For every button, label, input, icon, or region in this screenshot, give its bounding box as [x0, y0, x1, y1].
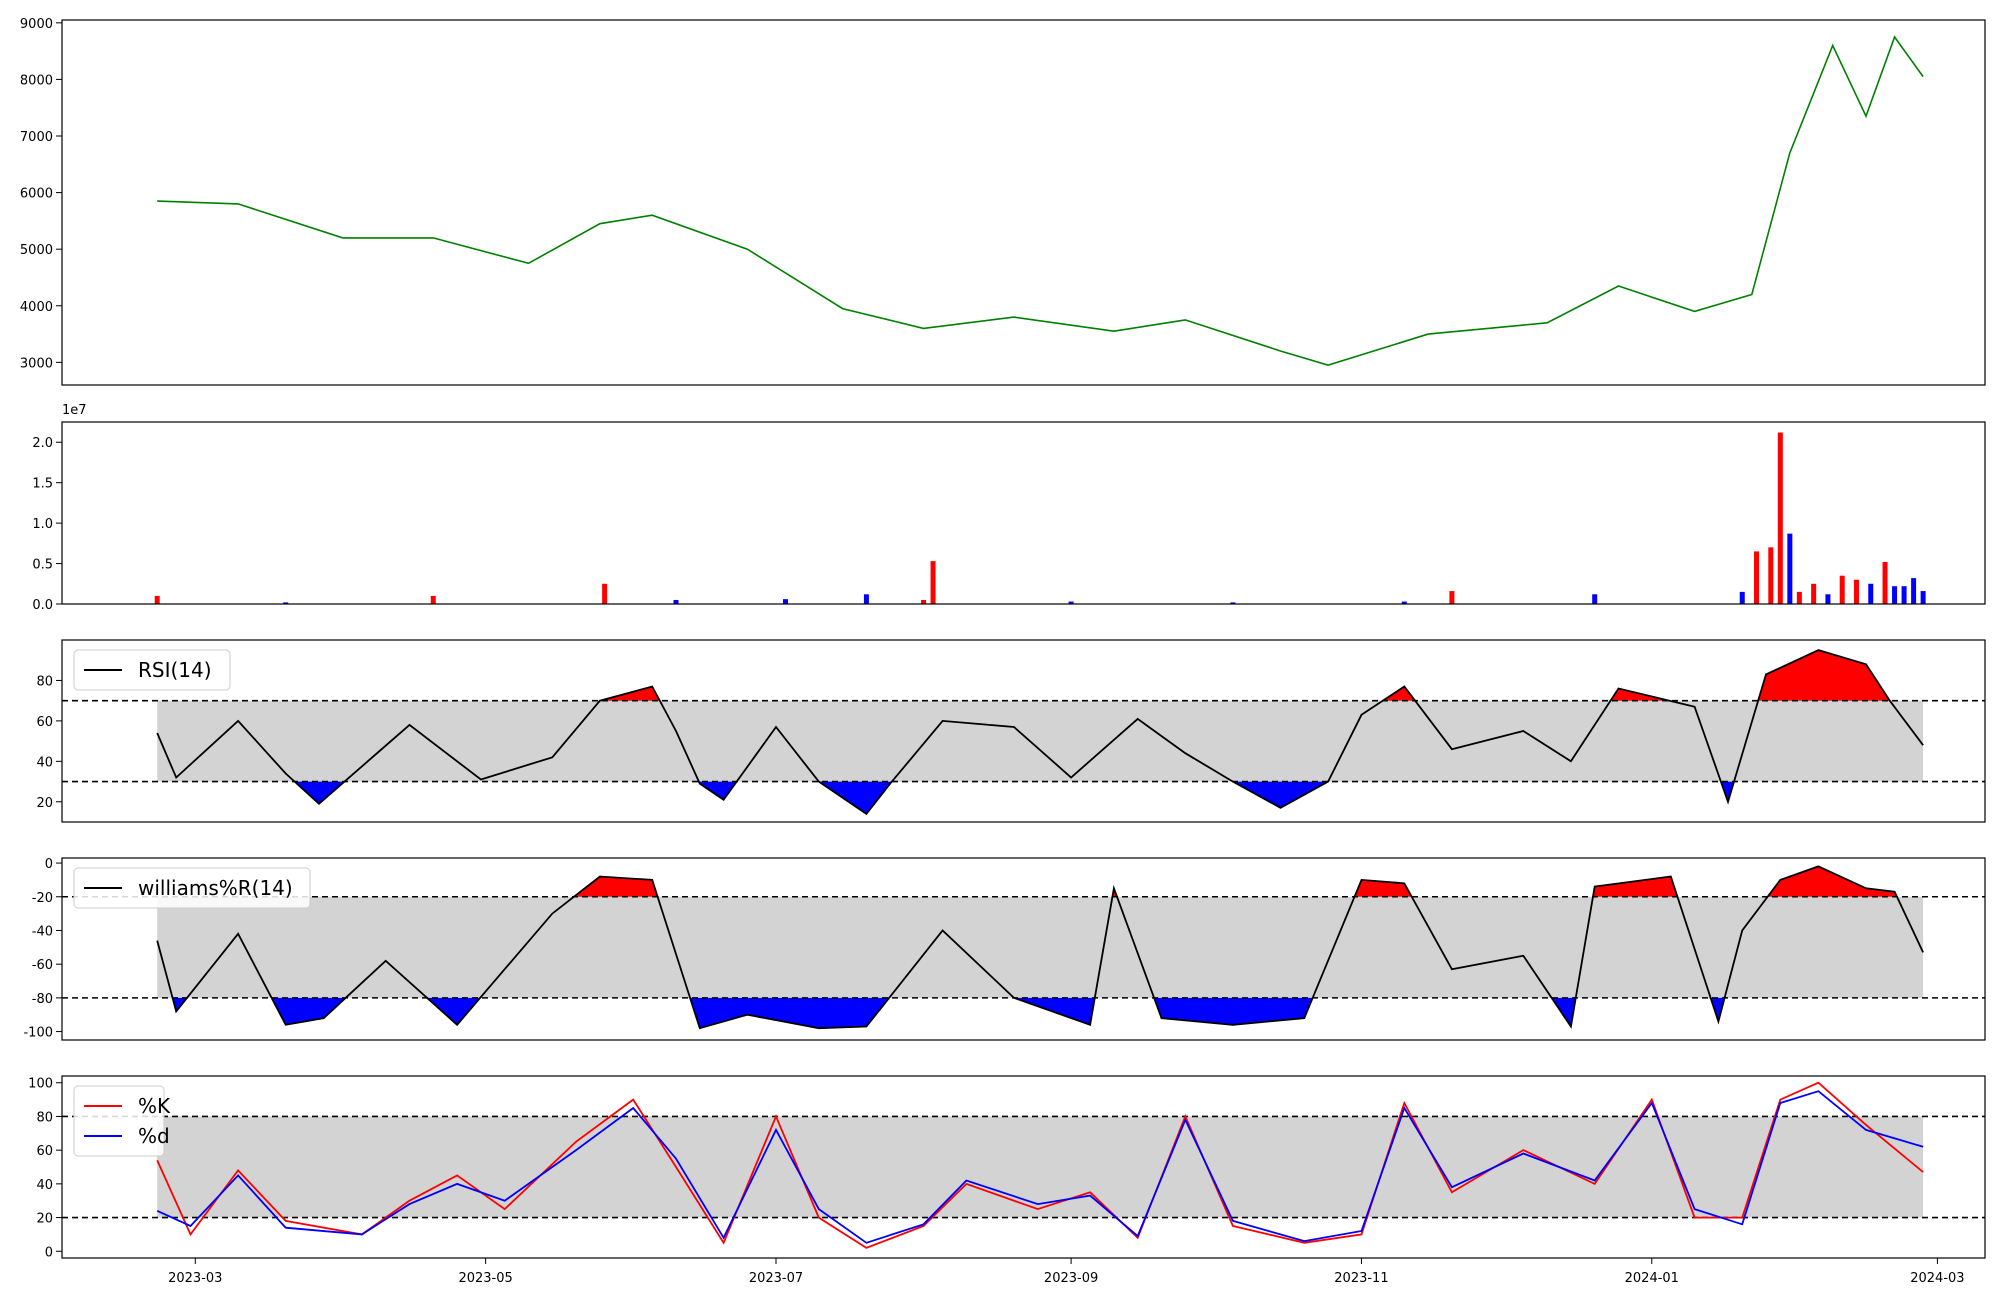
y-tick-label: 100 [28, 1077, 53, 1092]
x-tick-label: 2023-11 [1334, 1271, 1388, 1286]
y-tick-label: 4000 [20, 300, 53, 315]
volume-bar [1787, 533, 1793, 604]
legend-box [73, 867, 311, 909]
volume-bar [921, 599, 927, 604]
volume-bar [673, 599, 679, 604]
y-tick-label: -100 [23, 1026, 53, 1041]
neutral-band [157, 700, 1924, 782]
y-tick-label: 5000 [20, 243, 53, 258]
legend-label: williams%R(14) [138, 876, 293, 900]
x-tick-label: 2023-09 [1044, 1271, 1098, 1286]
series-line [156, 1090, 1924, 1244]
volume-bar [1230, 602, 1236, 604]
legend-label: %K [138, 1094, 171, 1118]
volume-bar [930, 561, 936, 604]
x-tick-label: 2024-03 [1910, 1271, 1964, 1286]
x-tick-label: 2023-07 [749, 1271, 803, 1286]
y-tick-label: 0 [45, 857, 53, 872]
oversold-fill [157, 781, 1924, 814]
volume-bar [1825, 594, 1831, 604]
axes-frame [61, 639, 1986, 823]
axes-frame [61, 421, 1986, 605]
overbought-fill [157, 650, 1924, 701]
volume-bar [1592, 594, 1598, 604]
volume-bar [1901, 586, 1907, 604]
y-tick-label: 20 [36, 796, 53, 811]
volume-bar [1892, 586, 1898, 604]
y-tick-label: 1.5 [32, 477, 53, 492]
volume-bar [1401, 601, 1407, 604]
neutral-band [157, 1116, 1924, 1218]
price-line [157, 35, 1924, 367]
volume-bar [1777, 432, 1783, 604]
volume-bar [1449, 591, 1455, 604]
y-tick-label: 0.0 [32, 598, 53, 613]
y-tick-label: 6000 [20, 187, 53, 202]
y-tick-label: 40 [36, 755, 53, 770]
oversold-fill [157, 997, 1924, 1029]
volume-bar [1911, 578, 1917, 604]
volume-bar [1839, 575, 1845, 604]
volume-bar [1768, 547, 1774, 604]
legend-label: %d [138, 1124, 170, 1148]
volume-bar [783, 599, 789, 604]
y-tick-label: -60 [32, 958, 53, 973]
volume-bar [1739, 591, 1745, 604]
volume-bar [1853, 579, 1859, 604]
y-tick-label: -20 [32, 891, 53, 906]
y-tick-label: 60 [36, 1144, 53, 1159]
volume-bar [863, 594, 869, 604]
y-tick-label: -40 [32, 924, 53, 939]
y-tick-label: 3000 [20, 356, 53, 371]
y-tick-label: 80 [36, 674, 53, 689]
neutral-band [157, 896, 1924, 998]
y-tick-label: 8000 [20, 73, 53, 88]
series-line [156, 865, 1924, 1030]
volume-bar [154, 595, 160, 604]
y-tick-label: 2.0 [32, 436, 53, 451]
y-tick-label: 60 [36, 715, 53, 730]
volume-bar [1068, 601, 1074, 604]
axes-frame [61, 1075, 1986, 1259]
volume-bar [1882, 561, 1888, 604]
offset-label: 1e7 [62, 403, 87, 418]
y-tick-label: 0.5 [32, 558, 53, 573]
x-tick-label: 2023-03 [168, 1271, 222, 1286]
y-tick-label: 20 [36, 1212, 53, 1227]
legend-box [73, 1085, 165, 1157]
legend-label: RSI(14) [138, 658, 212, 682]
volume-bar [430, 595, 436, 604]
x-tick-label: 2024-01 [1625, 1271, 1679, 1286]
y-tick-label: 7000 [20, 130, 53, 145]
y-tick-label: -80 [32, 992, 53, 1007]
y-tick-label: 1.0 [32, 517, 53, 532]
volume-bar [602, 583, 608, 604]
volume-bar [1796, 591, 1802, 604]
y-tick-label: 80 [36, 1110, 53, 1125]
volume-bar [283, 602, 289, 604]
volume-bar [1920, 591, 1926, 604]
volume-bar [1754, 551, 1760, 604]
x-tick-label: 2023-05 [458, 1271, 512, 1286]
axes-frame [61, 19, 1986, 386]
legend-box [73, 649, 231, 691]
y-tick-label: 0 [45, 1245, 53, 1260]
axes-frame [61, 857, 1986, 1041]
volume-bar [1868, 583, 1874, 604]
y-tick-label: 40 [36, 1178, 53, 1193]
y-tick-label: 9000 [20, 17, 53, 32]
overbought-fill [157, 866, 1924, 897]
volume-bar [1811, 583, 1817, 604]
series-line [156, 649, 1924, 816]
